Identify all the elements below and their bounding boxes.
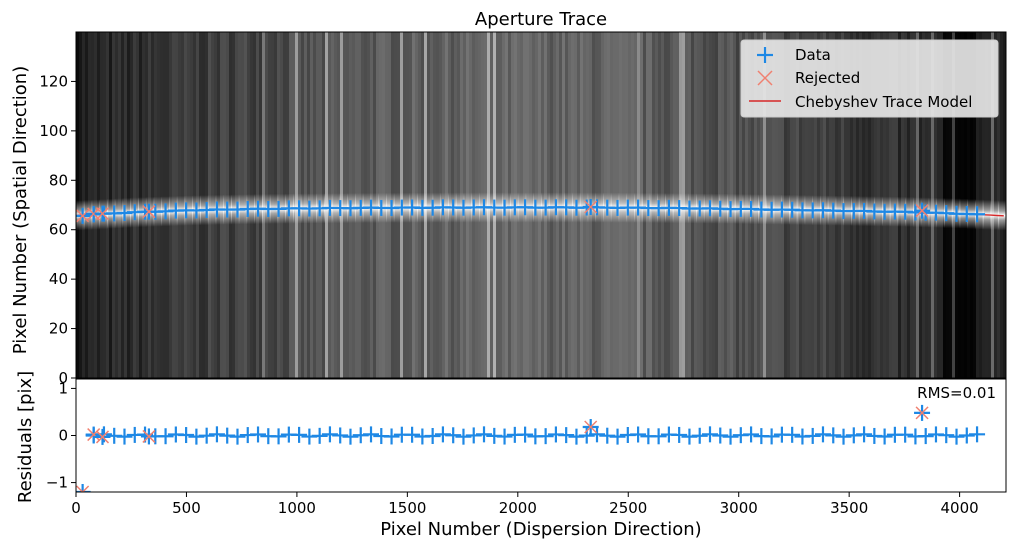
trace-y-tick-label: 60: [49, 221, 68, 239]
residual-data-point: [897, 426, 914, 443]
trace-rejected-point: [142, 205, 156, 219]
trace-y-tick-label: 80: [49, 171, 68, 189]
trace-y-tick-label: 20: [49, 320, 68, 338]
residual-data-layer: [85, 426, 986, 445]
residual-y-tick-label: 0: [58, 427, 68, 445]
residual-rejected-point: [76, 485, 90, 492]
residual-data-point: [496, 428, 513, 445]
trace-rejected-point: [584, 200, 598, 214]
x-tick-label: 3000: [720, 499, 758, 517]
trace-rejected-point: [915, 204, 929, 218]
trace-rejected-point: [76, 209, 90, 223]
residual-data-point: [712, 427, 729, 444]
x-tick-label: 1000: [278, 499, 316, 517]
residual-data-point: [178, 427, 195, 444]
x-tick-label: 4000: [941, 499, 979, 517]
residual-data-point: [208, 426, 225, 443]
residual-data-point: [763, 428, 780, 445]
residual-data-point: [948, 428, 965, 445]
residual-data-point: [383, 428, 400, 445]
residual-data-point: [804, 427, 821, 444]
residual-data-point: [363, 426, 380, 443]
residual-panel: −101 0 500 1000 1500 2000 2500 3000 3500 4000 RM…: [15, 371, 1007, 540]
trace-y-tick-label: 100: [39, 122, 68, 140]
x-tick-label: 2500: [609, 499, 647, 517]
residual-data-point: [198, 427, 215, 444]
x-tick-label: 2000: [499, 499, 537, 517]
residual-data-point: [455, 428, 472, 445]
residual-y-tick-label: −1: [46, 474, 68, 492]
residual-data-point: [157, 428, 174, 445]
residual-data-point: [876, 428, 893, 445]
residual-rejected-point: [87, 428, 101, 442]
residual-data-point: [969, 426, 986, 443]
residual-data-point: [835, 428, 852, 445]
residual-data-point: [537, 428, 554, 445]
trace-y-axis: 0 20 40 60 80 100 120: [39, 72, 76, 387]
residual-data-point: [321, 426, 338, 443]
legend-rejected-marker: [757, 70, 773, 86]
residual-data-point: [856, 426, 873, 443]
trace-y-tick-label: 0: [58, 369, 68, 387]
residual-rejected-point: [95, 430, 110, 444]
residual-data-point: [917, 428, 934, 445]
residual-data-point: [691, 427, 708, 444]
legend-data-marker: [757, 47, 773, 63]
trace-data-point: [969, 206, 986, 223]
trace-rejected-point: [95, 207, 110, 221]
residual-data-point: [116, 428, 133, 445]
residual-rejected-point: [915, 406, 929, 420]
trace-panel-frame: [75, 31, 1007, 379]
legend-item-model: Chebyshev Trace Model: [795, 93, 972, 111]
residual-rejected-point: [584, 420, 598, 434]
residual-data-point: [270, 428, 287, 445]
trace-y-axis-title: Pixel Number (Spatial Direction): [10, 66, 31, 354]
residual-data-point: [784, 426, 801, 443]
trace-y-tick-label: 120: [39, 72, 68, 90]
x-tick-label: 0: [71, 499, 81, 517]
residual-data-point: [476, 426, 493, 443]
residual-data-point: [558, 427, 575, 444]
x-axis-title: Pixel Number (Dispersion Direction): [380, 519, 701, 540]
residual-data-point: [250, 426, 267, 443]
residual-rejected-data: [76, 484, 91, 492]
x-tick-label: 500: [172, 499, 201, 517]
chart-title: Aperture Trace: [475, 9, 607, 30]
residual-data-point: [517, 426, 534, 443]
residual-data-point: [938, 427, 955, 444]
legend-item-data: Data: [795, 46, 831, 64]
residual-data-point: [630, 426, 647, 443]
residual-data-point: [743, 426, 760, 443]
residual-data-point: [701, 426, 718, 443]
residual-data-point: [424, 428, 441, 445]
residual-data-point: [229, 428, 246, 445]
legend: Data Rejected Chebyshev Trace Model: [740, 39, 999, 118]
residual-data-point: [342, 428, 359, 445]
residual-data-point: [404, 426, 421, 443]
residual-data-point: [722, 428, 739, 445]
residual-y-axis: −1 0 1: [46, 379, 76, 492]
rms-annotation: RMS=0.01: [917, 384, 996, 402]
residual-rejected-layer: [76, 404, 931, 492]
residual-data-point: [825, 427, 842, 444]
residual-data-point: [609, 428, 626, 445]
trace-y-tick-label: 40: [49, 270, 68, 288]
x-tick-label: 3500: [830, 499, 868, 517]
residual-data-point: [650, 428, 667, 445]
residual-y-axis-title: Residuals [pix]: [15, 371, 36, 503]
residual-data-point: [311, 427, 328, 444]
residual-data-point: [671, 426, 688, 443]
x-tick-label: 1500: [388, 499, 426, 517]
trace-rejected-layer: [76, 198, 931, 224]
legend-box: [740, 39, 999, 118]
residual-data-point: [958, 427, 975, 444]
residual-rejected-point: [142, 429, 156, 443]
residual-data-point: [291, 426, 308, 443]
residual-y-tick-label: 1: [58, 379, 68, 397]
residual-data-point: [332, 427, 349, 444]
residual-data-point: [445, 427, 462, 444]
legend-item-rejected: Rejected: [795, 69, 860, 87]
residual-x-axis: 0 500 1000 1500 2000 2500 3000 3500 4000: [71, 492, 979, 517]
